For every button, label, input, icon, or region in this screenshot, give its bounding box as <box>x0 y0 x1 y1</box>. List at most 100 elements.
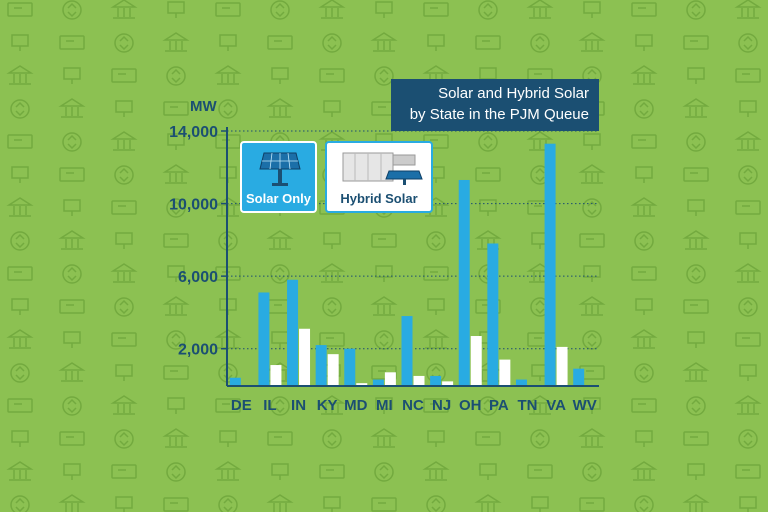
bar-solar-only-MD <box>344 348 356 385</box>
pattern-cycle-icon <box>10 363 30 383</box>
pattern-cycle-icon <box>10 99 30 119</box>
pattern-building-icon <box>266 494 294 512</box>
pattern-building-icon <box>682 362 710 382</box>
bar-solar-only-IN <box>287 279 299 385</box>
pattern-cycle-icon <box>374 462 394 482</box>
pattern-screen-icon <box>219 34 237 51</box>
pattern-screen-icon <box>167 1 185 18</box>
pattern-screen-icon <box>63 199 81 216</box>
pattern-monitor-icon <box>7 134 33 149</box>
x-tick-label-NJ: NJ <box>432 397 451 414</box>
pattern-screen-icon <box>687 463 705 480</box>
pattern-cycle-icon <box>62 396 82 416</box>
pattern-screen-icon <box>323 232 341 249</box>
pattern-building-icon <box>422 329 450 349</box>
pattern-monitor-icon <box>111 200 137 215</box>
pattern-cycle-icon <box>478 0 498 20</box>
pattern-monitor-icon <box>215 2 241 17</box>
pattern-monitor-icon <box>59 299 85 314</box>
pattern-screen-icon <box>63 463 81 480</box>
pattern-cycle-icon <box>686 132 706 152</box>
bar-hybrid-solar-MD <box>356 383 368 385</box>
pattern-cycle-icon <box>634 99 654 119</box>
pattern-screen-icon <box>167 265 185 282</box>
pattern-screen-icon <box>11 298 29 315</box>
pattern-monitor-icon <box>579 233 605 248</box>
pattern-building-icon <box>110 0 138 19</box>
pattern-cycle-icon <box>322 429 342 449</box>
pattern-screen-icon <box>115 364 133 381</box>
pattern-screen-icon <box>583 265 601 282</box>
pattern-cycle-icon <box>738 297 758 317</box>
pattern-monitor-icon <box>7 2 33 17</box>
pattern-screen-icon <box>427 34 445 51</box>
pattern-screen-icon <box>687 199 705 216</box>
pattern-monitor-icon <box>631 266 657 281</box>
pattern-cycle-icon <box>114 33 134 53</box>
pattern-screen-icon <box>531 496 549 512</box>
bar-hybrid-solar-VA <box>556 346 568 385</box>
pattern-cycle-icon <box>166 330 186 350</box>
pattern-cycle-icon <box>322 33 342 53</box>
pattern-cycle-icon <box>322 297 342 317</box>
pattern-screen-icon <box>167 133 185 150</box>
pattern-cycle-icon <box>166 462 186 482</box>
pattern-building-icon <box>734 263 762 283</box>
pattern-building-icon <box>578 32 606 52</box>
solar-panel-icon <box>259 152 301 186</box>
pattern-building-icon <box>6 197 34 217</box>
pattern-building-icon <box>630 65 658 85</box>
pattern-building-icon <box>162 296 190 316</box>
bar-solar-only-PA <box>487 243 499 385</box>
pattern-cycle-icon <box>62 0 82 20</box>
pattern-cycle-icon <box>426 231 446 251</box>
pattern-cycle-icon <box>686 264 706 284</box>
pattern-building-icon <box>58 494 86 512</box>
pattern-cycle-icon <box>166 198 186 218</box>
pattern-monitor-icon <box>475 35 501 50</box>
pattern-building-icon <box>526 0 554 19</box>
pattern-screen-icon <box>635 34 653 51</box>
pattern-cycle-icon <box>426 495 446 512</box>
pattern-screen-icon <box>739 496 757 512</box>
pattern-screen-icon <box>687 67 705 84</box>
pattern-monitor-icon <box>683 35 709 50</box>
x-tick-label-IN: IN <box>291 397 306 414</box>
pattern-monitor-icon <box>683 431 709 446</box>
pattern-cycle-icon <box>686 0 706 20</box>
bar-solar-only-MI <box>372 379 384 385</box>
pattern-monitor-icon <box>163 101 189 116</box>
x-tick-label-KY: KY <box>317 397 338 414</box>
pattern-monitor-icon <box>319 68 345 83</box>
bar-hybrid-solar-NC <box>413 375 425 385</box>
x-tick-label-DE: DE <box>231 397 252 414</box>
pattern-screen-icon <box>323 100 341 117</box>
pattern-building-icon <box>578 428 606 448</box>
pattern-building-icon <box>214 461 242 481</box>
pattern-building-icon <box>682 494 710 512</box>
pattern-screen-icon <box>375 1 393 18</box>
bar-hybrid-solar-IN <box>299 328 311 385</box>
y-tick-label-1: 6,000 <box>178 269 218 286</box>
pattern-building-icon <box>630 197 658 217</box>
pattern-monitor-icon <box>163 365 189 380</box>
pattern-building-icon <box>370 296 398 316</box>
pattern-screen-icon <box>115 100 133 117</box>
pattern-building-icon <box>734 0 762 19</box>
bar-hybrid-solar-OH <box>470 336 482 385</box>
pattern-cycle-icon <box>530 429 550 449</box>
pattern-monitor-icon <box>111 464 137 479</box>
pattern-building-icon <box>630 329 658 349</box>
pattern-screen-icon <box>583 397 601 414</box>
pattern-building-icon <box>422 461 450 481</box>
pattern-building-icon <box>266 230 294 250</box>
pattern-building-icon <box>734 131 762 151</box>
legend-hybrid-solar-label: Hybrid Solar <box>340 191 418 206</box>
pattern-screen-icon <box>583 133 601 150</box>
pattern-cycle-icon <box>738 429 758 449</box>
pattern-screen-icon <box>63 67 81 84</box>
pattern-monitor-icon <box>163 233 189 248</box>
pattern-building-icon <box>110 395 138 415</box>
pattern-cycle-icon <box>582 462 602 482</box>
